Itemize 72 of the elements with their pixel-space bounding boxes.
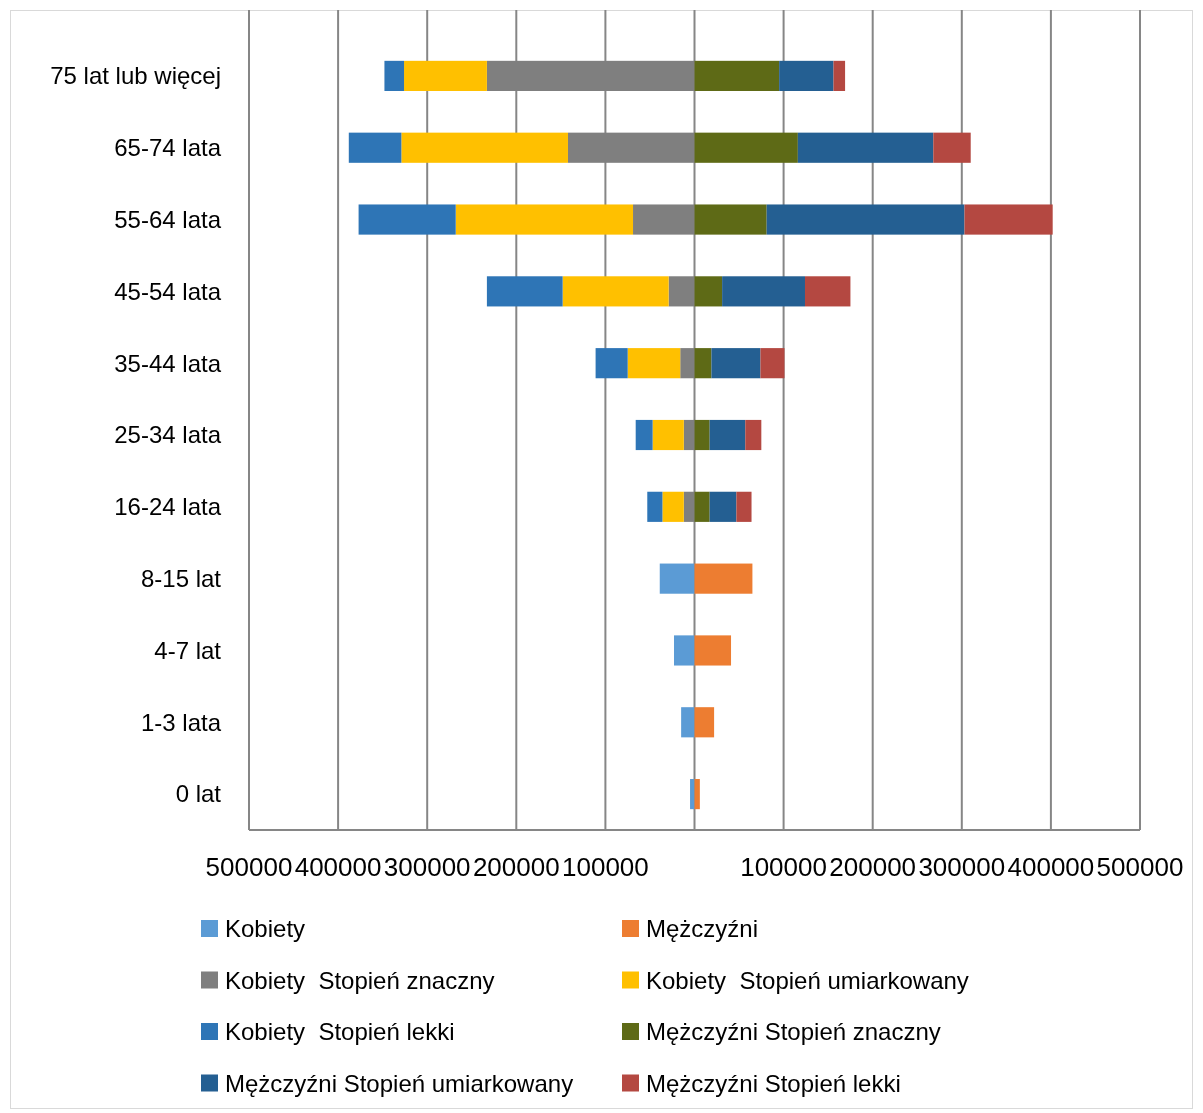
bar [694, 419, 710, 451]
bar [694, 60, 780, 91]
x-tick-label: 500000 [1096, 852, 1184, 882]
bar [401, 132, 568, 163]
x-tick-label: 300000 [918, 852, 1006, 882]
y-tick-label: 55-64 lata [114, 205, 222, 233]
bar [652, 419, 684, 451]
x-tick-label: 500000 [205, 852, 293, 882]
bar [486, 276, 563, 307]
y-tick-label: 0 lat [175, 780, 222, 808]
bar [804, 276, 851, 307]
bar [711, 348, 761, 379]
y-tick-label: 35-44 lata [114, 349, 222, 377]
bar [709, 491, 737, 522]
x-tick-label: 100000 [740, 852, 827, 882]
y-tick-label: 65-74 lata [114, 134, 222, 162]
bar [662, 491, 684, 522]
bar [694, 563, 753, 594]
bar [694, 491, 710, 522]
bar [694, 635, 732, 666]
x-tick-label: 200000 [829, 852, 917, 882]
y-tick-label: 16-24 lata [114, 493, 222, 521]
bar [694, 348, 712, 379]
bar [694, 276, 723, 307]
bar [694, 707, 715, 738]
bar [694, 204, 767, 235]
y-tick-label: 1-3 lata [140, 708, 222, 736]
bar [694, 779, 700, 810]
legend-label: Kobiety [225, 915, 306, 943]
bar [797, 132, 934, 163]
x-tick-label: 300000 [383, 852, 471, 882]
bar [964, 204, 1053, 235]
bar [562, 276, 669, 307]
x-tick-label: 400000 [1007, 852, 1095, 882]
bar [358, 204, 456, 235]
legend-label: Mężczyźni [646, 915, 759, 943]
bar [627, 348, 681, 379]
y-tick-label: 8-15 lat [140, 565, 222, 593]
bar [681, 707, 695, 738]
bar [779, 60, 834, 91]
y-tick-label: 4-7 lat [154, 636, 222, 664]
legend-label: Kobiety Stopień znaczny [225, 966, 495, 994]
bar [659, 563, 695, 594]
bar [745, 419, 762, 451]
legend-label: Mężczyźni Stopień umiarkowany [225, 1069, 574, 1097]
legend-label: Mężczyźni Stopień lekki [646, 1069, 901, 1097]
legend-label: Mężczyźni Stopień znaczny [646, 1018, 941, 1046]
x-tick-label: 200000 [472, 852, 560, 882]
y-tick-label: 45-54 lata [114, 277, 222, 305]
y-tick-label: 75 lat lub więcej [50, 62, 221, 90]
bar [722, 276, 805, 307]
x-tick-label: 100000 [562, 852, 649, 882]
x-tick-label: 400000 [294, 852, 382, 882]
bar [694, 132, 798, 163]
bar [933, 132, 971, 163]
bar [348, 132, 402, 163]
legend-label: Kobiety Stopień umiarkowany [646, 966, 969, 994]
legend-label: Kobiety Stopień lekki [225, 1018, 455, 1046]
bar [674, 635, 695, 666]
bar [635, 419, 653, 451]
bar [647, 491, 663, 522]
bar [404, 60, 487, 91]
bar [760, 348, 785, 379]
y-tick-label: 25-34 lata [114, 421, 222, 449]
bar [709, 419, 746, 451]
bar [690, 779, 695, 810]
bar [595, 348, 628, 379]
bar [833, 60, 846, 91]
bar [736, 491, 752, 522]
bar [766, 204, 965, 235]
bar [384, 60, 405, 91]
bar [455, 204, 634, 235]
